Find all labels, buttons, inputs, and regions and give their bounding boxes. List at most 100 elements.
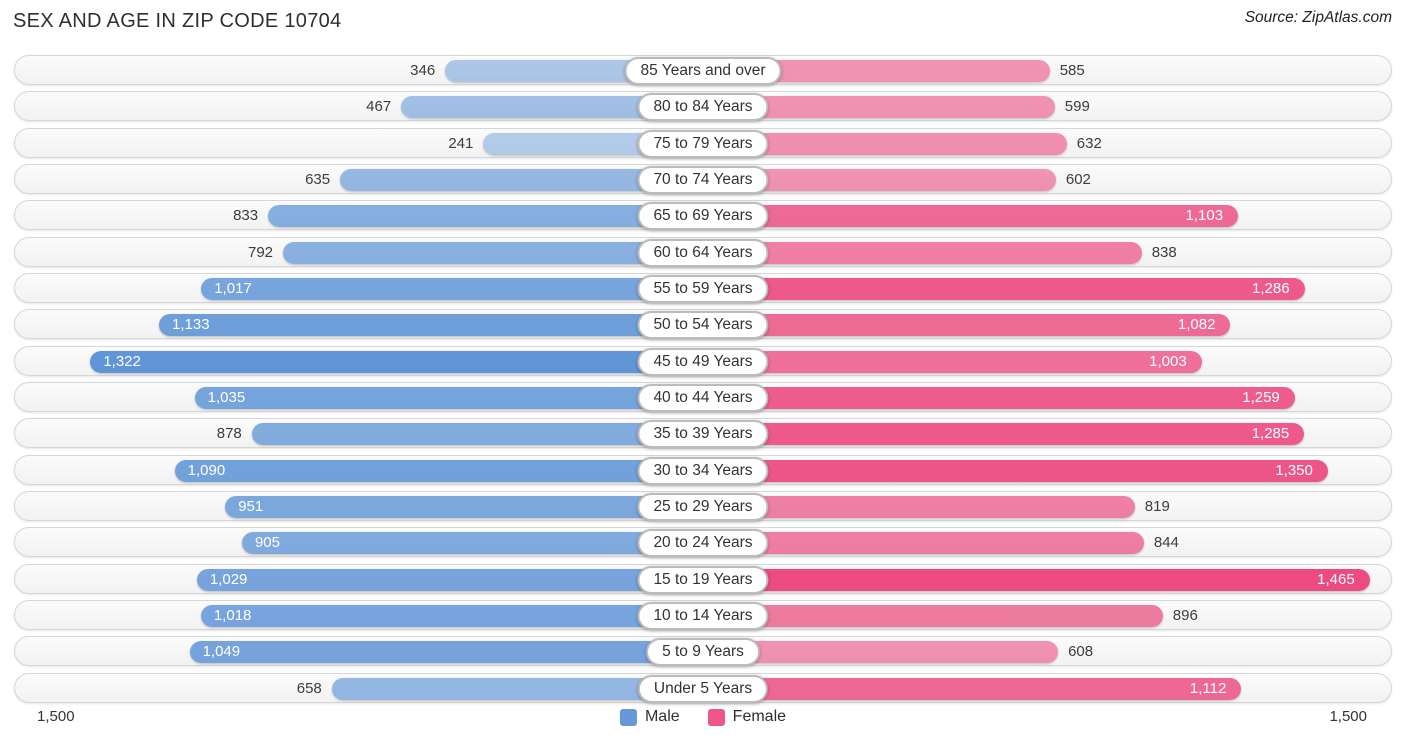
age-group-label: 45 to 49 Years: [637, 347, 769, 376]
female-value-label: 599: [1064, 98, 1090, 116]
chart-legend: Male Female: [619, 702, 787, 732]
female-value-label: 1,112: [1189, 679, 1227, 697]
chart-title: SEX AND AGE IN ZIP CODE 10704: [13, 10, 342, 32]
age-group-row: 1,018 896 10 to 14 Years: [14, 599, 1392, 630]
age-group-row: 833 1,103 65 to 69 Years: [14, 200, 1392, 231]
female-value-label: 896: [1172, 606, 1198, 624]
male-value-label: 1,322: [103, 352, 141, 370]
age-group-row: 792 838 60 to 64 Years: [14, 236, 1392, 267]
female-bar: [664, 459, 1328, 482]
age-group-label: 70 to 74 Years: [637, 165, 769, 194]
female-legend-label: Female: [732, 708, 787, 725]
female-value-label: 838: [1151, 243, 1177, 261]
age-group-label: 25 to 29 Years: [637, 492, 769, 521]
age-group-row: 905 844 20 to 24 Years: [14, 527, 1392, 558]
female-value-label: 1,103: [1185, 207, 1224, 225]
age-group-label: 15 to 19 Years: [637, 565, 769, 594]
age-group-row: 1,017 1,286 55 to 59 Years: [14, 272, 1392, 303]
male-bar: [174, 459, 744, 482]
male-bar: [196, 568, 744, 591]
male-bar: [251, 423, 744, 446]
age-group-label: 80 to 84 Years: [637, 93, 769, 122]
age-group-row: 878 1,285 35 to 39 Years: [14, 418, 1392, 449]
age-group-row: 658 1,112 Under 5 Years: [14, 672, 1392, 703]
age-group-row: 1,035 1,259 40 to 44 Years: [14, 381, 1392, 412]
age-group-label: 20 to 24 Years: [637, 529, 769, 558]
age-group-row: 635 602 70 to 74 Years: [14, 163, 1392, 194]
age-group-label: 85 Years and over: [624, 57, 782, 85]
female-bar: [664, 604, 1163, 627]
male-value-label: 1,029: [209, 570, 248, 588]
male-value-label: 833: [233, 207, 259, 225]
age-group-row: 1,133 1,082 50 to 54 Years: [14, 309, 1392, 340]
female-value-label: 1,259: [1242, 388, 1280, 406]
female-bar: [664, 277, 1305, 300]
male-bar: [159, 314, 744, 337]
male-value-label: 1,035: [207, 388, 246, 406]
age-group-label: 10 to 14 Years: [637, 601, 769, 630]
age-group-row: 1,049 608 5 to 9 Years: [14, 636, 1392, 667]
female-value-label: 585: [1059, 62, 1085, 79]
female-value-label: 602: [1065, 170, 1091, 188]
female-legend-swatch-icon: [707, 708, 725, 726]
male-bar: [201, 277, 744, 300]
x-axis-max-left: 1,500: [37, 708, 75, 725]
age-group-row: 1,322 1,003 45 to 49 Years: [14, 345, 1392, 376]
x-axis-max-right: 1,500: [1329, 708, 1367, 725]
male-value-label: 635: [305, 170, 331, 188]
female-bar: [664, 241, 1142, 264]
male-legend-swatch-icon: [619, 708, 637, 726]
male-value-label: 1,090: [187, 461, 226, 479]
age-group-row: 346 585 85 Years and over: [14, 55, 1392, 85]
age-group-label: 35 to 39 Years: [637, 420, 769, 449]
age-group-row: 241 632 75 to 79 Years: [14, 127, 1392, 158]
male-legend-label: Male: [644, 708, 680, 725]
male-value-label: 1,049: [202, 643, 241, 661]
female-value-label: 1,286: [1252, 279, 1290, 297]
male-value-label: 951: [238, 497, 264, 515]
age-group-label: Under 5 Years: [637, 674, 769, 703]
male-bar: [241, 532, 744, 555]
age-group-label: 60 to 64 Years: [637, 238, 769, 267]
age-group-label: 40 to 44 Years: [637, 383, 769, 412]
male-value-label: 658: [296, 679, 322, 697]
female-bar: [664, 495, 1135, 518]
female-value-label: 819: [1144, 497, 1170, 515]
male-value-label: 1,133: [172, 316, 210, 334]
male-value-label: 241: [448, 134, 474, 152]
male-value-label: 1,017: [214, 279, 252, 297]
male-bar: [90, 350, 744, 373]
male-bar: [283, 241, 744, 264]
female-bar: [664, 314, 1231, 337]
age-group-label: 50 to 54 Years: [637, 311, 769, 340]
male-value-label: 878: [216, 425, 242, 443]
age-group-row: 1,090 1,350 30 to 34 Years: [14, 454, 1392, 485]
female-bar: [664, 386, 1295, 409]
age-group-label: 65 to 69 Years: [637, 202, 769, 231]
age-group-row: 951 819 25 to 29 Years: [14, 490, 1392, 521]
female-bar: [664, 641, 1059, 664]
source-credit: Source: ZipAtlas.com: [1244, 9, 1392, 26]
male-bar: [200, 604, 744, 627]
female-bar: [664, 677, 1242, 700]
male-bar: [189, 641, 744, 664]
male-value-label: 792: [248, 243, 274, 261]
male-value-label: 346: [410, 62, 436, 79]
female-value-label: 1,285: [1251, 425, 1290, 443]
female-bar: [664, 532, 1144, 555]
female-bar: [664, 568, 1370, 591]
female-bar: [664, 350, 1202, 373]
female-value-label: 1,350: [1275, 461, 1313, 479]
female-value-label: 1,003: [1149, 352, 1187, 370]
male-bar: [225, 495, 744, 518]
female-bar: [664, 205, 1239, 228]
male-value-label: 905: [254, 534, 280, 552]
age-group-row: 467 599 80 to 84 Years: [14, 91, 1392, 122]
female-value-label: 1,082: [1177, 316, 1216, 334]
male-value-label: 1,018: [213, 606, 252, 624]
male-bar: [268, 205, 744, 228]
age-group-label: 75 to 79 Years: [637, 129, 769, 158]
male-value-label: 467: [366, 98, 392, 116]
female-value-label: 844: [1153, 534, 1179, 552]
